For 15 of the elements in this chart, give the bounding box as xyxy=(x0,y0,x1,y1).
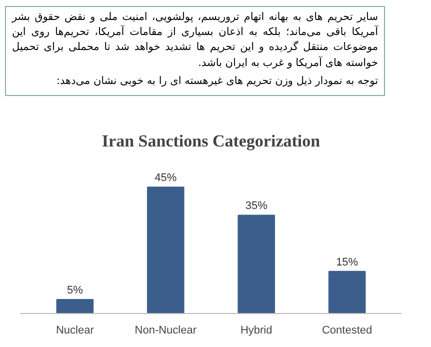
bar xyxy=(328,270,366,314)
bar xyxy=(56,298,94,314)
data-label: 45% xyxy=(154,172,177,184)
x-tick-label: Non-Nuclear xyxy=(134,324,197,336)
x-tick-label: Hybrid xyxy=(240,324,272,336)
chart-title: Iran Sanctions Categorization xyxy=(102,132,321,150)
data-label: 15% xyxy=(336,256,358,268)
text: سایر تحریم های به بهانه اتهام تروریسم، پولشویی، امنیت ملی و نقض حقوق بشر آمریکا باقی می‌ماند؛ بلکه به اذعان بسیاری از مقامات آمریکا، تحریم‌ها روی این موضوعات منتقل گردیده و این تحریم ها تشدید خواهد شد تا محملی برای تحمیل خواسته های آمریکا و غرب به ایران باشد. xyxy=(12,10,378,71)
bar xyxy=(147,186,184,314)
data-label: 35% xyxy=(245,200,268,212)
x-tick-label: Contested xyxy=(322,324,372,336)
data-label: 5% xyxy=(66,284,84,296)
text: توجه به نمودار ذیل وزن تحریم های غیرهسته ای را به خوبی نشان می‌دهد: xyxy=(55,74,378,89)
bar xyxy=(238,214,275,314)
x-tick-label: Nuclear xyxy=(56,324,94,336)
